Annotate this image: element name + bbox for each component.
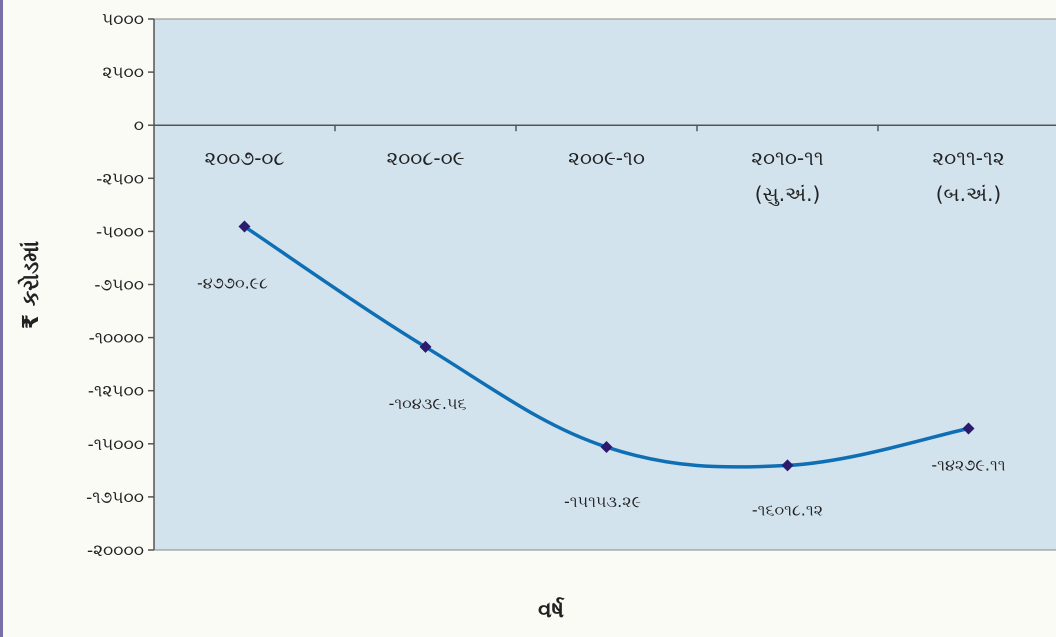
y-tick-label: ૫૦૦૦ — [102, 10, 144, 30]
x-axis-title: વર્ષ — [538, 597, 565, 623]
category-label: ૨૦૦૮-૦૯ — [387, 146, 465, 170]
line-chart: ૫૦૦૦ ૨૫૦૦ ૦ -૨૫૦૦ -૫૦૦૦ -૭૫૦૦ -૧૦૦૦૦ -૧૨૫૦૦ -૧૫૦… — [17, 10, 1056, 623]
data-label: -૧૫૧૫૩.૨૯ — [564, 492, 641, 511]
category-label: (બ.અં.) — [936, 182, 1001, 206]
x-axis — [154, 124, 1056, 132]
y-tick-label: -૧૦૦૦૦ — [89, 329, 144, 349]
y-tick-label: -૧૨૫૦૦ — [88, 382, 144, 402]
y-tick-label: -૧૫૦૦૦ — [88, 435, 144, 455]
y-tick-label: -૨૫૦૦ — [96, 169, 144, 189]
data-point — [238, 220, 251, 233]
category-label: ૨૦૦૭-૦૮ — [205, 146, 285, 170]
data-point — [781, 459, 794, 472]
y-tick-label: -૭૫૦૦ — [94, 276, 144, 296]
category-label: ૨૦૧૧-૧૨ — [932, 146, 1004, 170]
y-tick-label: ૨૫૦૦ — [102, 63, 144, 83]
y-tick-label: -૨૦૦૦૦ — [87, 541, 144, 561]
category-label: ૨૦૧૦-૧૧ — [751, 146, 823, 170]
plot-area — [153, 18, 1056, 551]
y-axis-title: ₹ કરોડમાં — [17, 241, 44, 329]
y-tick-label: -૧૭૫૦૦ — [86, 488, 144, 508]
y-tick-label: -૫૦૦૦ — [96, 222, 144, 242]
data-point — [600, 441, 613, 454]
y-tick-label: ૦ — [134, 116, 144, 136]
data-label: -૧૬૦૧૮.૧૨ — [752, 500, 823, 519]
data-label: -૧૦૪૩૯.૫૬ — [389, 394, 467, 413]
data-labels: -૪૭૭૦.૯૮ -૧૦૪૩૯.૫૬ -૧૫૧૫૩.૨૯ -૧૬૦૧૮.૧૨ -૧૪૨૭… — [197, 274, 1006, 520]
data-label: -૧૪૨૭૯.૧૧ — [931, 455, 1005, 474]
data-markers — [238, 220, 975, 472]
y-axis: ૫૦૦૦ ૨૫૦૦ ૦ -૨૫૦૦ -૫૦૦૦ -૭૫૦૦ -૧૦૦૦૦ -૧૨૫૦૦ -૧૫૦… — [86, 10, 155, 561]
category-labels: ૨૦૦૭-૦૮ ૨૦૦૮-૦૯ ૨૦૦૯-૧૦ ૨૦૧૦-૧૧ (સુ.અં.) ૨૦૧૧… — [205, 146, 1005, 206]
category-label: (સુ.અં.) — [755, 182, 821, 206]
data-label: -૪૭૭૦.૯૮ — [197, 274, 268, 293]
category-label: ૨૦૦૯-૧૦ — [568, 146, 645, 170]
data-point — [419, 340, 432, 353]
data-point — [962, 422, 975, 435]
